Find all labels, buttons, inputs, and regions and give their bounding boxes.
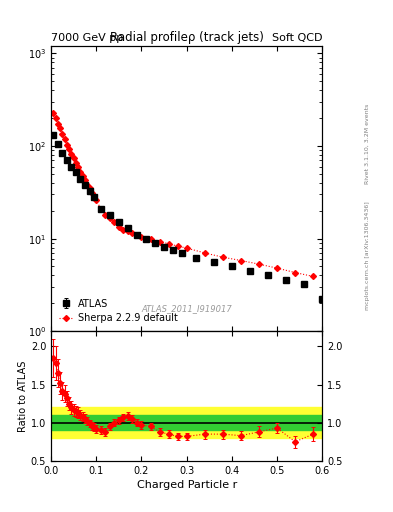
Y-axis label: Ratio to ATLAS: Ratio to ATLAS — [18, 360, 28, 432]
Title: Radial profileρ (track jets): Radial profileρ (track jets) — [110, 31, 264, 44]
X-axis label: Charged Particle r: Charged Particle r — [136, 480, 237, 490]
Text: Rivet 3.1.10, 3.2M events: Rivet 3.1.10, 3.2M events — [365, 103, 370, 183]
Text: Soft QCD: Soft QCD — [272, 33, 322, 44]
Text: 7000 GeV pp: 7000 GeV pp — [51, 33, 123, 44]
Text: mcplots.cern.ch [arXiv:1306.3436]: mcplots.cern.ch [arXiv:1306.3436] — [365, 202, 370, 310]
Bar — [51, 408, 322, 438]
Text: ATLAS_2011_I919017: ATLAS_2011_I919017 — [141, 304, 232, 313]
Legend: ATLAS, Sherpa 2.2.9 default: ATLAS, Sherpa 2.2.9 default — [56, 295, 181, 326]
Bar — [51, 415, 322, 430]
